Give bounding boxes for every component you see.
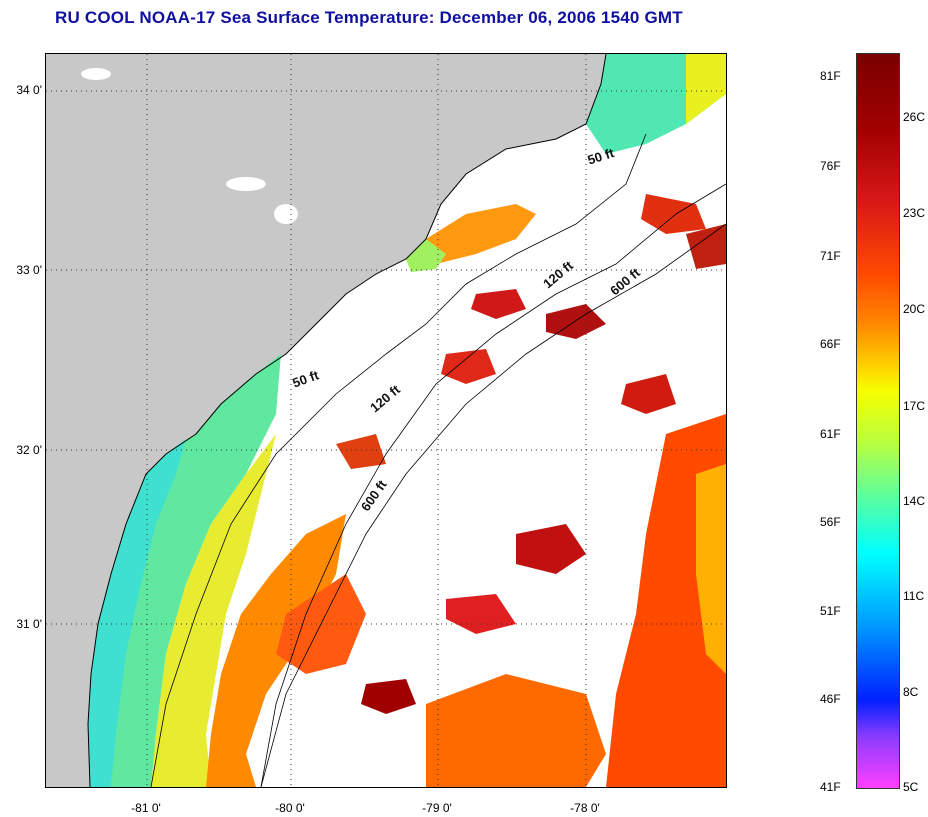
colorbar-label-20c: 20C [903,302,926,316]
north-yellow-water [686,54,726,124]
colorbar-label-81f: 81F [820,69,841,83]
isobath-50ft [150,133,647,787]
lat-label-32: 32 0' [16,443,42,457]
sst-map[interactable] [45,53,727,788]
red-patch-8 [441,349,496,384]
colorbar-label-61f: 61F [820,427,841,441]
lon-label-79: -79 0' [422,801,452,815]
colorbar-label-76f: 76F [820,159,841,173]
colorbar-label-71f: 71F [820,249,841,263]
red-patch-9 [621,374,676,414]
colorbar-label-11c: 11C [903,589,925,603]
colorbar-label-56f: 56F [820,515,841,529]
lon-label-78: -78 0' [570,801,600,815]
colorbar-label-46f: 46F [820,692,841,706]
colorbar-label-51f: 51F [820,604,841,618]
red-patch-2 [446,594,516,634]
coastal-cyan-band [88,439,186,787]
mid-shelf-water [426,204,536,264]
colorbar-label-23c: 23C [903,206,926,220]
sst-map-canvas [46,54,726,787]
lat-label-34: 34 0' [16,83,42,97]
orange-water-south [206,514,346,787]
red-patch-5 [361,679,416,714]
red-patch-3 [471,289,526,319]
gulf-stream-east-yellow [696,464,726,674]
isobath-120ft [260,183,726,787]
red-patch-7 [686,224,726,269]
colorbar-label-26c: 26C [903,110,926,124]
red-patch-4 [546,304,606,339]
red-patch-10 [336,434,386,469]
colorbar-label-5c: 5C [903,780,919,794]
red-patch-1 [516,524,586,574]
temperature-colorbar [856,53,900,789]
lat-label-33: 33 0' [16,263,42,277]
lon-label-80: -80 0' [275,801,305,815]
map-title: RU COOL NOAA-17 Sea Surface Temperature:… [55,8,683,27]
red-patch-6 [641,194,706,234]
colorbar-label-17c: 17C [903,399,926,413]
yellow-water [151,434,276,787]
colorbar-label-14c: 14C [903,494,926,508]
colorbar-label-66f: 66F [820,337,841,351]
lat-label-31: 31 0' [16,617,42,631]
colorbar-label-8c: 8C [903,685,919,699]
mid-shelf-green [406,239,446,272]
coastal-cool-water [88,354,281,787]
southern-warm-patch [426,674,606,787]
coastline [87,54,607,787]
lon-label-81: -81 0' [131,801,161,815]
colorbar-label-41f: 41F [820,780,841,794]
isobath-600ft [260,223,726,787]
land-mass [46,54,606,787]
